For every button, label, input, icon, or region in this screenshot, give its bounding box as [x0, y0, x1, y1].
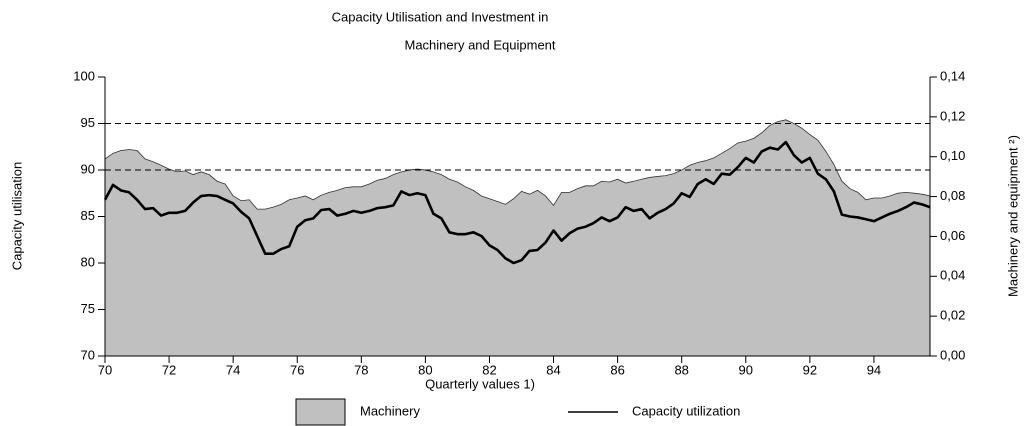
y-tick-label: 100 — [73, 68, 95, 83]
line — [103, 140, 931, 265]
y2-tick-label: 0,02 — [940, 308, 965, 323]
y2-tick-label: 0,06 — [940, 228, 965, 243]
x-axis-label: Quarterly values 1) — [425, 376, 535, 391]
x-tick-label: 90 — [739, 362, 753, 377]
y-tick-label: 75 — [81, 301, 95, 316]
y2-tick-label: 0,04 — [940, 268, 965, 283]
x-tick-label: 76 — [290, 362, 304, 377]
legend-swatch — [295, 398, 346, 426]
x-tick-label: 88 — [674, 362, 688, 377]
x-tick-label: 70 — [98, 362, 112, 377]
legend-label: Machinery — [360, 403, 420, 418]
y-tick-label: 85 — [81, 208, 95, 223]
y2-tick-label: 0,12 — [940, 108, 965, 123]
y2-tick-label: 0,00 — [940, 347, 965, 362]
x-tick-label: 92 — [803, 362, 817, 377]
y2-axis-label: Machinery and equipment ²) — [1005, 135, 1020, 297]
y-axis-label: Capacity utilisation — [9, 162, 24, 270]
chart-title: Machinery and Equipment — [404, 37, 555, 52]
y-tick-label: 70 — [81, 347, 95, 362]
y2-tick-label: 0,08 — [940, 188, 965, 203]
y-tick-label: 80 — [81, 254, 95, 269]
x-tick-label: 74 — [226, 362, 240, 377]
x-tick-label: 86 — [610, 362, 624, 377]
y-tick-label: 95 — [81, 115, 95, 130]
x-tick-label: 72 — [162, 362, 176, 377]
x-tick-label: 82 — [482, 362, 496, 377]
chart-title: Capacity Utilisation and Investment in — [332, 9, 549, 24]
x-tick-label: 94 — [867, 362, 881, 377]
legend-label: Capacity utilization — [632, 403, 740, 418]
area — [104, 119, 931, 357]
y2-tick-label: 0,14 — [940, 68, 965, 83]
y2-tick-label: 0,10 — [940, 148, 965, 163]
x-tick-label: 78 — [354, 362, 368, 377]
x-tick-label: 84 — [546, 362, 560, 377]
x-tick-label: 80 — [418, 362, 432, 377]
y-tick-label: 90 — [81, 161, 95, 176]
